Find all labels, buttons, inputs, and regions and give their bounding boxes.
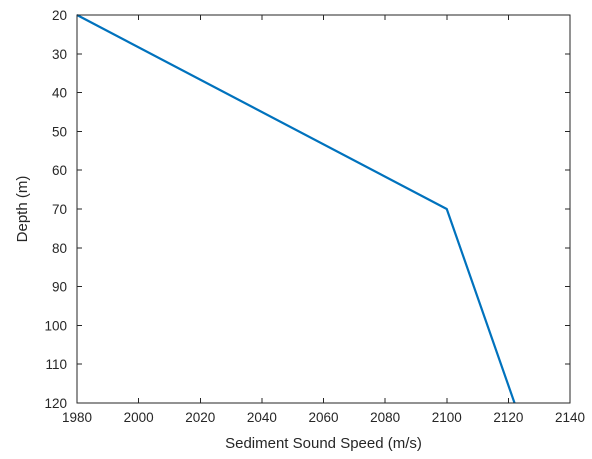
x-tick-label: 2060: [308, 410, 338, 425]
y-tick-label: 30: [52, 47, 67, 62]
y-tick-label: 80: [52, 241, 67, 256]
x-tick-label: 1980: [62, 410, 92, 425]
y-tick-label: 90: [52, 280, 67, 295]
x-tick-label: 2000: [124, 410, 154, 425]
y-tick-label: 50: [52, 124, 67, 139]
x-tick-label: 2080: [370, 410, 400, 425]
x-tick-label: 2040: [247, 410, 277, 425]
x-tick-label: 2140: [555, 410, 585, 425]
y-tick-label: 100: [44, 318, 67, 333]
y-tick-label: 60: [52, 163, 67, 178]
y-tick-label: 40: [52, 86, 67, 101]
series-line: [76, 14, 516, 404]
y-tick-label: 70: [52, 202, 67, 217]
axes-layer: [76, 14, 571, 404]
plot-area-frame: [76, 14, 571, 404]
ticks-layer: 1980 2000 2020 2040 2060 2080 2100 2120 2140 20 30…: [44, 8, 585, 425]
x-tick-label: 2120: [493, 410, 523, 425]
y-tick-label: 110: [45, 357, 67, 372]
x-tick-label: 2100: [432, 410, 462, 425]
y-axis-label: Depth (m): [14, 176, 31, 243]
y-tick-label: 20: [52, 8, 67, 23]
x-tick-label: 2020: [185, 410, 215, 425]
series-layer: [76, 14, 516, 404]
y-tick-label: 120: [44, 396, 67, 411]
x-axis-label: Sediment Sound Speed (m/s): [225, 435, 422, 452]
